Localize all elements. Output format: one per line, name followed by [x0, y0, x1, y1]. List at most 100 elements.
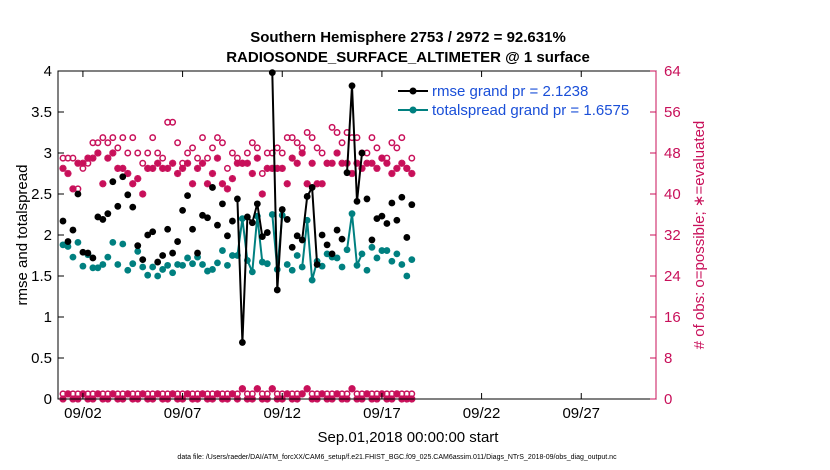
- rmse-point: [139, 256, 147, 263]
- obs-evaluated-marker: [203, 180, 212, 188]
- rmse-point: [313, 261, 321, 268]
- obs-evaluated-marker-stroke: [388, 171, 396, 176]
- totalspread-point: [64, 243, 72, 250]
- obs-possible-marker: [144, 149, 152, 157]
- obs-possible-marker: [303, 129, 311, 136]
- obs-evaluated-marker-stroke: [293, 160, 301, 166]
- obs-possible-marker: [154, 149, 162, 157]
- obs-evaluated-marker: [149, 164, 157, 172]
- obs-evaluated-marker-stroke: [149, 165, 157, 171]
- rmse-point: [114, 202, 122, 210]
- obs-evaluated-marker-stroke: [59, 165, 67, 171]
- rmse-point: [253, 200, 261, 208]
- obs-evaluated-low-marker: [333, 390, 341, 398]
- y-right-tick-label: 16: [664, 309, 681, 326]
- obs-evaluated-marker: [169, 159, 177, 167]
- legend-rmse-marker: [409, 87, 417, 95]
- rmse-point: [224, 232, 231, 240]
- obs-evaluated-low-marker: [183, 390, 192, 398]
- totalspread-point: [378, 247, 386, 254]
- obs-evaluated-marker-stroke: [368, 160, 376, 166]
- rmse-point: [174, 238, 182, 245]
- obs-evaluated-low-marker-stroke: [253, 386, 261, 392]
- rmse-point: [358, 149, 366, 157]
- rmse-point: [59, 217, 67, 225]
- obs-evaluated-marker-stroke: [179, 165, 187, 171]
- obs-possible-marker: [69, 154, 77, 162]
- totalspread-point: [179, 261, 186, 269]
- obs-evaluated-low-marker: [109, 390, 117, 398]
- y-right-tick-label: 64: [664, 63, 681, 80]
- totalspread-point: [248, 268, 256, 276]
- rmse-point: [238, 339, 246, 346]
- totalspread-point: [74, 238, 82, 246]
- rmse-point: [144, 231, 152, 239]
- chart-title-line1: Southern Hemisphere 2753 / 2972 = 92.631…: [250, 29, 566, 46]
- obs-evaluated-low-marker-stroke: [64, 391, 72, 397]
- totalspread-point: [109, 238, 117, 246]
- obs-evaluated-marker: [64, 169, 72, 178]
- obs-evaluated-marker: [134, 175, 142, 183]
- totalspread-point: [293, 252, 301, 259]
- obs-possible-marker: [129, 134, 137, 142]
- obs-evaluated-low-marker: [198, 390, 207, 398]
- rmse-point: [89, 254, 97, 262]
- obs-evaluated-low-marker-stroke: [184, 391, 192, 397]
- obs-evaluated-marker: [119, 164, 127, 172]
- totalspread-point: [358, 250, 366, 258]
- obs-possible-marker: [184, 149, 192, 157]
- totalspread-point: [348, 210, 356, 218]
- obs-evaluated-marker-stroke: [194, 165, 202, 171]
- obs-evaluated-marker: [383, 159, 391, 167]
- obs-evaluated-marker-stroke: [139, 191, 147, 197]
- rmse-point: [99, 216, 107, 223]
- obs-evaluated-marker-stroke: [154, 160, 162, 166]
- obs-evaluated-low-marker: [318, 390, 326, 398]
- rmse-point: [273, 286, 281, 294]
- obs-possible-marker: [149, 134, 157, 142]
- obs-evaluated-low-marker-stroke: [333, 391, 341, 397]
- totalspread-line: [346, 213, 363, 270]
- rmse-point: [134, 242, 142, 250]
- obs-evaluated-marker-stroke: [79, 160, 87, 166]
- rmse-point: [333, 226, 341, 234]
- obs-possible-marker: [169, 118, 177, 126]
- totalspread-point: [393, 250, 401, 258]
- y-tick-label: 3.5: [31, 104, 52, 121]
- obs-evaluated-low-marker: [283, 390, 291, 398]
- totalspread-point: [139, 263, 147, 271]
- obs-possible-marker: [174, 139, 182, 147]
- obs-evaluated-marker: [373, 164, 381, 172]
- obs-evaluated-marker: [368, 159, 376, 167]
- x-tick-label: 09/12: [263, 405, 301, 422]
- totalspread-point: [134, 248, 142, 255]
- totalspread-point: [353, 261, 361, 269]
- obs-possible-marker: [209, 144, 216, 152]
- totalspread-point: [343, 246, 351, 254]
- obs-evaluated-low-marker: [253, 385, 261, 393]
- obs-evaluated-marker-stroke: [169, 160, 177, 166]
- rmse-point: [169, 249, 177, 257]
- rmse-point: [363, 195, 371, 203]
- obs-evaluated-marker: [228, 175, 237, 183]
- totalspread-point: [114, 261, 122, 268]
- obs-evaluated-marker-stroke: [104, 155, 112, 161]
- obs-evaluated-marker: [253, 154, 261, 162]
- totalspread-point: [79, 262, 87, 270]
- rmse-point: [298, 236, 306, 244]
- obs-possible-marker: [243, 149, 251, 157]
- totalspread-point: [144, 271, 152, 279]
- y-tick-label: 2.5: [31, 186, 52, 203]
- obs-evaluated-marker-stroke: [109, 150, 117, 156]
- obs-evaluated-marker: [378, 154, 386, 162]
- rmse-point: [408, 201, 416, 209]
- totalspread-point: [104, 253, 112, 261]
- totalspread-point: [124, 266, 132, 274]
- obs-evaluated-low-marker: [154, 390, 162, 398]
- obs-evaluated-marker-stroke: [89, 155, 97, 161]
- rmse-point: [214, 221, 221, 229]
- totalspread-point: [363, 266, 371, 274]
- obs-possible-marker: [368, 134, 376, 142]
- obs-evaluated-marker-stroke: [333, 150, 341, 156]
